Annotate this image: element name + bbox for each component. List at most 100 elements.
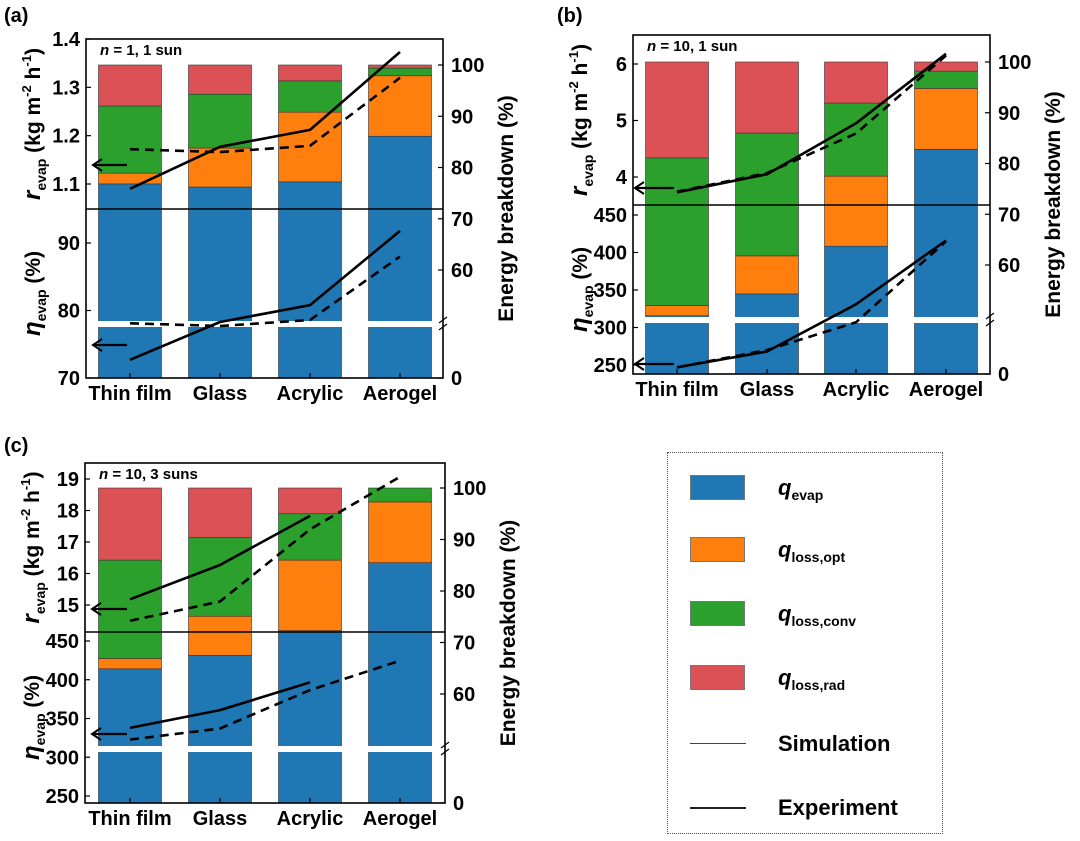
plot-frame bbox=[84, 462, 446, 804]
bar-segment-q-evap bbox=[735, 293, 799, 375]
bar-segment-q-loss-conv bbox=[188, 537, 252, 617]
bar-segment-q-evap bbox=[645, 315, 709, 375]
upper-left-tick-label: 4 bbox=[616, 167, 628, 189]
bar-segment-q-loss-conv bbox=[278, 80, 342, 113]
right-axis-label: Energy breakdown (%) bbox=[495, 95, 518, 321]
category-label: Thin film bbox=[88, 383, 171, 405]
category-label: Glass bbox=[740, 379, 794, 401]
upper-left-axis-label: revap (kg m-2 h-1) bbox=[18, 472, 48, 624]
category-label: Glass bbox=[193, 808, 247, 830]
bar-segment-q-loss-conv bbox=[914, 70, 978, 89]
bar-segment-q-evap bbox=[278, 181, 342, 379]
bar-segment-q-loss-conv bbox=[278, 513, 342, 561]
r-evap-simulation-line bbox=[129, 475, 401, 623]
eta-evap-experiment-line bbox=[129, 681, 311, 730]
bar-segment-q-evap bbox=[188, 186, 252, 379]
bar-segment-q-loss-rad bbox=[735, 61, 799, 134]
panel-b: 6 5 4 450 400 350 300 250 100 90 80 70 60 0 Thin film G… bbox=[557, 5, 1065, 401]
bar-segment-q-loss-opt bbox=[278, 559, 342, 631]
arrow-head-icon bbox=[91, 338, 103, 352]
lower-left-tick-label: 250 bbox=[594, 355, 627, 377]
arrow-head-icon bbox=[633, 357, 645, 371]
upper-left-tick-label: 19 bbox=[57, 469, 79, 491]
upper-left-axis-label: revap (kg m-2 h-1) bbox=[19, 48, 49, 200]
bar-segment-q-loss-rad bbox=[278, 64, 342, 82]
right-tick-label: 70 bbox=[453, 633, 475, 655]
axis-break-mark bbox=[985, 319, 995, 327]
lower-left-tick-label: 350 bbox=[46, 709, 79, 731]
legend-item-q-loss-conv: qloss,conv bbox=[690, 601, 930, 629]
bar-segment-q-loss-rad bbox=[914, 61, 978, 72]
bar-segment-q-loss-opt bbox=[188, 147, 252, 188]
legend-item-q-evap: qevap bbox=[690, 475, 930, 503]
legend-label: qloss,rad bbox=[778, 665, 846, 693]
bar-segment-q-loss-rad bbox=[188, 487, 252, 538]
bar-segment-q-loss-rad bbox=[278, 487, 342, 515]
axis-break-mark bbox=[438, 323, 448, 331]
right-tick-label: 80 bbox=[453, 581, 475, 603]
lower-left-tick-label: 250 bbox=[46, 786, 79, 808]
right-tick-label: 100 bbox=[998, 52, 1031, 74]
axis-break-mark bbox=[440, 748, 450, 756]
bar-segment-q-evap bbox=[278, 630, 342, 804]
legend-label: qloss,opt bbox=[778, 537, 846, 565]
right-tick-label: 80 bbox=[451, 158, 473, 180]
right-tick-label: 70 bbox=[998, 204, 1020, 226]
right-tick-label: 60 bbox=[453, 684, 475, 706]
plot-frame bbox=[632, 34, 991, 375]
upper-left-tick-label: 5 bbox=[616, 111, 627, 133]
legend-swatch bbox=[690, 665, 745, 690]
arrow-head-icon bbox=[90, 602, 102, 616]
bar-segment-q-loss-rad bbox=[188, 64, 252, 95]
legend-line-experiment bbox=[690, 807, 746, 809]
category-label: Acrylic bbox=[277, 808, 344, 830]
eta-evap-simulation-line bbox=[129, 255, 401, 328]
category-label: Acrylic bbox=[823, 379, 890, 401]
eta-evap-experiment-line bbox=[129, 229, 401, 361]
lower-left-axis-label: ηevap (%) bbox=[18, 675, 48, 760]
axis-break-gap bbox=[634, 317, 989, 323]
upper-left-tick-label: 1.1 bbox=[52, 174, 80, 196]
bar-segment-q-loss-opt bbox=[98, 658, 162, 670]
right-tick-label: 70 bbox=[451, 209, 473, 231]
bar-segment-q-loss-opt bbox=[188, 615, 252, 656]
bar-segment-q-loss-rad bbox=[368, 64, 432, 69]
bar-segment-q-loss-conv bbox=[735, 132, 799, 257]
r-evap-simulation-line bbox=[129, 76, 401, 154]
axis-break-mark bbox=[438, 316, 448, 324]
legend: qevap qloss,opt qloss,conv qloss,rad Sim… bbox=[667, 452, 943, 834]
right-tick-label: 0 bbox=[998, 364, 1009, 386]
panel-c: 19 18 17 16 15 450 400 350 300 250 100 90 80 70 60 0 Thi… bbox=[4, 435, 520, 830]
lower-left-tick-label: 80 bbox=[58, 301, 80, 323]
category-label: Aerogel bbox=[363, 383, 437, 405]
right-tick-label: 60 bbox=[998, 255, 1020, 277]
arrow-head-icon bbox=[633, 181, 645, 195]
legend-label: Experiment bbox=[778, 795, 898, 820]
bar-segment-q-loss-opt bbox=[368, 75, 432, 137]
legend-swatch bbox=[690, 475, 745, 500]
lower-left-tick-label: 300 bbox=[46, 747, 79, 769]
bar-segment-q-evap bbox=[368, 562, 432, 804]
bar-segment-q-loss-opt bbox=[645, 305, 709, 317]
upper-left-tick-label: 1.4 bbox=[52, 29, 81, 51]
bar-segment-q-loss-rad bbox=[645, 61, 709, 159]
panel-label: (a) bbox=[4, 5, 28, 27]
category-label: Acrylic bbox=[277, 383, 344, 405]
legend-label: qloss,conv bbox=[778, 601, 857, 629]
category-label: Thin film bbox=[88, 808, 171, 830]
arrow-head-icon bbox=[90, 727, 102, 741]
upper-left-tick-label: 1.3 bbox=[52, 77, 80, 99]
lower-left-tick-label: 400 bbox=[594, 243, 627, 265]
right-tick-label: 90 bbox=[451, 106, 473, 128]
legend-item-q-loss-opt: qloss,opt bbox=[690, 537, 930, 565]
legend-swatch bbox=[690, 537, 745, 562]
right-axis-label: Energy breakdown (%) bbox=[1042, 91, 1065, 317]
bar-segment-q-evap bbox=[824, 245, 888, 375]
arrow-head-icon bbox=[91, 158, 103, 172]
panel-annotation: n = 1, 1 sun bbox=[100, 42, 182, 59]
bar-segment-q-loss-opt bbox=[368, 501, 432, 563]
bar-segment-q-loss-rad bbox=[98, 487, 162, 561]
upper-left-tick-label: 16 bbox=[57, 564, 79, 586]
lower-left-axis-label: ηevap (%) bbox=[566, 247, 596, 332]
